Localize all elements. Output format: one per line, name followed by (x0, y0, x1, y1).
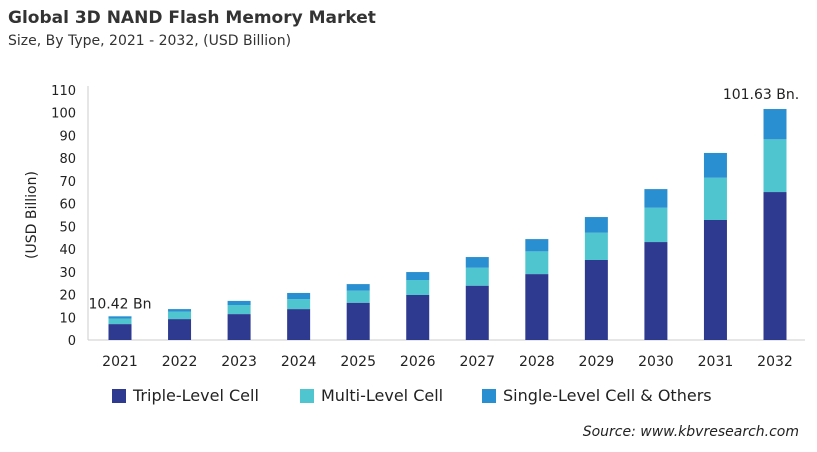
bar-segment-mlc (525, 251, 549, 275)
bar-segment-tlc (465, 285, 489, 340)
source-note: Source: www.kbvresearch.com (582, 424, 799, 440)
y-tick-label: 10 (59, 311, 76, 326)
bar-segment-slc (227, 300, 251, 305)
bar-segment-slc (168, 309, 192, 312)
chart-title: Global 3D NAND Flash Memory Market (8, 8, 376, 28)
x-tick-label: 2030 (638, 354, 674, 370)
bar-segment-mlc (227, 305, 251, 315)
bar-segment-tlc (287, 309, 311, 340)
bar-segment-tlc (108, 324, 132, 340)
x-tick-label: 2024 (281, 354, 317, 370)
bar-segment-slc (703, 152, 727, 178)
x-tick-label: 2026 (400, 354, 436, 370)
bar-segment-slc (406, 272, 430, 280)
data-label: 101.63 Bn. (723, 87, 799, 103)
y-tick-label: 50 (59, 220, 76, 235)
y-tick-label: 110 (51, 84, 76, 99)
bar-segment-mlc (584, 232, 608, 260)
legend-label: Single-Level Cell & Others (503, 386, 712, 405)
bar-segment-tlc (227, 314, 251, 340)
x-tick-label: 2032 (757, 354, 793, 370)
x-tick-label: 2029 (579, 354, 615, 370)
bar-segment-tlc (346, 302, 370, 340)
x-tick-label: 2022 (162, 354, 198, 370)
bar-segment-tlc (584, 260, 608, 340)
bar-segment-slc (287, 292, 311, 300)
legend-label: Multi-Level Cell (321, 386, 444, 405)
bar-segment-tlc (525, 274, 549, 340)
x-tick-label: 2021 (102, 354, 138, 370)
bar-segment-mlc (644, 207, 668, 243)
x-tick-label: 2027 (459, 354, 495, 370)
bar-segment-slc (465, 257, 489, 268)
bar-segment-mlc (763, 139, 787, 193)
x-tick-label: 2025 (340, 354, 376, 370)
bar-segment-tlc (644, 242, 668, 340)
bar-segment-mlc (406, 280, 430, 295)
bar-segment-tlc (763, 192, 787, 340)
y-tick-label: 100 (51, 107, 76, 122)
data-label: 10.42 Bn (88, 296, 151, 312)
bar-segment-mlc (346, 290, 370, 303)
bar-segment-slc (346, 284, 370, 291)
legend-item-mlc: Multi-Level Cell (300, 386, 443, 405)
bar-segment-slc (525, 239, 549, 252)
legend-item-tlc: Triple-Level Cell (112, 386, 259, 405)
legend-swatch (112, 388, 126, 403)
y-tick-label: 90 (59, 129, 76, 144)
x-tick-label: 2031 (698, 354, 734, 370)
legend-swatch (482, 388, 496, 403)
bar-segment-mlc (108, 318, 132, 325)
y-tick-label: 80 (59, 152, 76, 167)
y-tick-label: 40 (59, 243, 76, 258)
bar-segment-mlc (168, 311, 192, 320)
bar-segment-tlc (168, 319, 192, 340)
y-tick-label: 0 (68, 334, 76, 349)
x-tick-label: 2023 (221, 354, 257, 370)
y-tick-label: 60 (59, 198, 76, 213)
chart-subtitle: Size, By Type, 2021 - 2032, (USD Billion… (8, 33, 292, 49)
y-axis-title: (USD Billion) (24, 171, 40, 259)
y-tick-label: 70 (59, 175, 76, 190)
bar-segment-mlc (287, 299, 311, 310)
y-tick-label: 30 (59, 266, 76, 281)
bar-segment-slc (108, 316, 132, 319)
legend-label: Triple-Level Cell (133, 386, 259, 405)
bar-segment-slc (644, 189, 668, 208)
bar-segment-tlc (406, 295, 430, 340)
bar-segment-mlc (465, 267, 489, 286)
legend-item-slc: Single-Level Cell & Others (482, 386, 712, 405)
bar-segment-tlc (703, 220, 727, 340)
bar-segment-mlc (703, 177, 727, 220)
x-tick-label: 2028 (519, 354, 555, 370)
y-tick-label: 20 (59, 289, 76, 304)
bar-segment-slc (584, 217, 608, 233)
bar-segment-slc (763, 109, 787, 140)
legend-swatch (300, 388, 314, 403)
